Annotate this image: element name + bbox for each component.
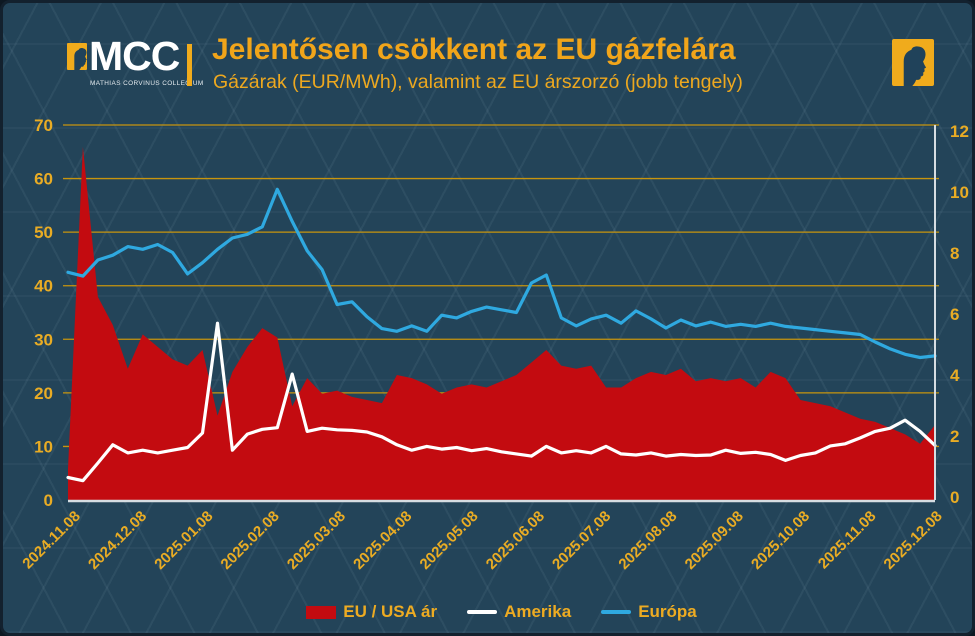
left-axis-tick-label: 10: [34, 437, 53, 456]
left-axis-tick-label: 70: [34, 116, 53, 135]
right-axis-tick-label: 4: [950, 366, 960, 385]
line-europa: [66, 187, 937, 360]
title-divider: [187, 44, 192, 86]
chart-subtitle: Gázárak (EUR/MWh), valamint az EU árszor…: [213, 71, 743, 93]
x-axis-label: 2024.11.08: [19, 508, 84, 573]
right-axis-tick-label: 12: [950, 122, 969, 141]
left-axis-tick-label: 20: [34, 384, 53, 403]
left-axis-tick-label: 50: [34, 223, 53, 242]
series: [66, 146, 937, 500]
left-axis-tick-label: 0: [44, 491, 53, 510]
chart-title: Jelentősen csökkent az EU gázfelára: [212, 33, 736, 66]
profile-silhouette-icon: [903, 46, 927, 86]
profile-silhouette-icon: [74, 48, 87, 70]
x-axis-label: 2025.12.08: [881, 508, 946, 573]
x-axis-label: 2025.06.08: [483, 508, 548, 573]
x-axis-label: 2025.11.08: [815, 508, 880, 573]
mcc-logo-emblem-icon: [67, 43, 87, 70]
left-axis-tick-label: 30: [34, 330, 53, 349]
x-axis-labels: 2024.11.08 2024.12.08 2025.01.08 2025.02.08…: [19, 508, 945, 573]
legend-item-eu-usa: EU / USA ár: [306, 602, 437, 622]
portrait-emblem-icon: [892, 39, 934, 86]
x-axis-label: 2025.03.08: [284, 508, 349, 573]
legend-label: Amerika: [504, 602, 572, 621]
x-axis-label: 2025.02.08: [218, 508, 283, 573]
legend-label: Európa: [638, 602, 697, 621]
white-line-swatch-icon: [467, 610, 498, 614]
x-axis-label: 2025.07.08: [549, 508, 614, 573]
x-axis-label: 2025.01.08: [151, 508, 216, 573]
right-axis-labels: 0 2 4 6 8 10 12: [950, 122, 969, 507]
legend-item-europa: Európa: [601, 602, 697, 622]
gas-price-chart: 0 10 20 30 40 50 60 70 0 2 4 6 8 10 12 2024.11.08 2024.1…: [19, 116, 969, 573]
red-area-swatch-icon: [306, 605, 337, 619]
x-axis-label: 2024.12.08: [85, 508, 150, 573]
x-axis-label: 2025.05.08: [417, 508, 482, 573]
right-axis-tick-label: 10: [950, 183, 969, 202]
legend-item-amerika: Amerika: [467, 602, 571, 622]
right-axis-tick-label: 2: [950, 427, 959, 446]
right-axis-tick-label: 6: [950, 305, 959, 324]
mcc-logo-subtext: MATHIAS CORVINUS COLLEGIUM: [90, 80, 204, 87]
x-axis-label: 2025.10.08: [748, 508, 813, 573]
line-amerika: [66, 321, 937, 483]
left-axis-tick-label: 60: [34, 170, 53, 189]
blue-line-swatch-icon: [601, 610, 632, 614]
x-axis-label: 2025.09.08: [682, 508, 747, 573]
right-axis-tick-label: 8: [950, 244, 959, 263]
legend-label: EU / USA ár: [343, 602, 438, 621]
x-axis-label: 2025.08.08: [615, 508, 680, 573]
x-axis-label: 2025.04.08: [350, 508, 415, 573]
left-axis-labels: 0 10 20 30 40 50 60 70: [34, 116, 53, 510]
mcc-logo-text: MCC: [89, 33, 180, 79]
area-eu-usa-ratio: [68, 146, 935, 500]
left-axis-tick-label: 40: [34, 277, 53, 296]
right-axis-tick-label: 0: [950, 488, 959, 507]
chart-legend: EU / USA ár Amerika Európa: [68, 600, 935, 624]
